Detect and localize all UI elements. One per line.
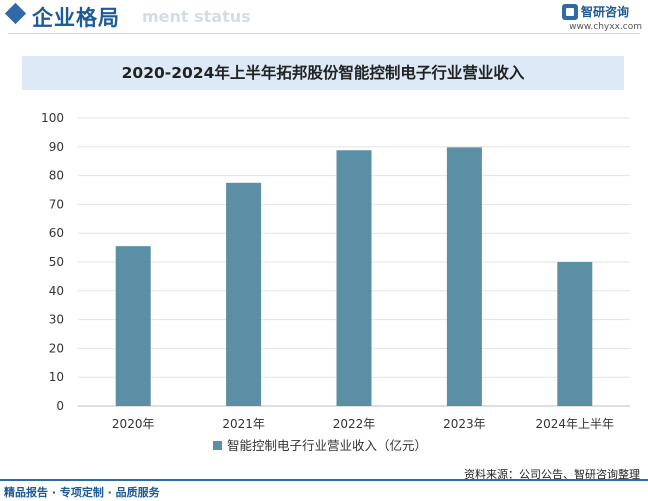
y-tick-label: 20 <box>49 341 64 355</box>
bar <box>115 246 151 406</box>
x-tick-label: 2023年 <box>443 417 486 431</box>
logo-url: www.chyxx.com <box>569 22 642 32</box>
y-tick-label: 90 <box>49 140 64 154</box>
legend-label: 智能控制电子行业营业收入（亿元） <box>227 438 427 453</box>
chart-title: 2020-2024年上半年拓邦股份智能控制电子行业营业收入 <box>22 56 624 90</box>
y-tick-label: 30 <box>49 313 64 327</box>
y-tick-label: 40 <box>49 284 64 298</box>
bar <box>557 262 593 406</box>
logo-icon <box>562 4 578 20</box>
y-tick-label: 70 <box>49 197 64 211</box>
logo-name: 智研咨询 <box>581 5 630 19</box>
bar <box>226 182 262 406</box>
source-note: 资料来源：公司公告、智研咨询整理 <box>464 468 640 481</box>
y-tick-label: 50 <box>49 255 64 269</box>
header-divider <box>8 33 640 34</box>
x-tick-label: 2020年 <box>112 417 155 431</box>
header-bar: 企业格局 ment status <box>0 0 648 40</box>
brand-logo: 智研咨询 www.chyxx.com <box>562 3 644 35</box>
section-subtitle: ment status <box>142 7 251 26</box>
y-tick-label: 100 <box>41 111 64 125</box>
y-tick-label: 0 <box>56 399 64 413</box>
footer-slogan: 精品报告 · 专项定制 · 品质服务 <box>4 486 160 499</box>
bar <box>336 150 372 406</box>
legend-swatch <box>213 441 222 450</box>
x-tick-label: 2021年 <box>222 417 265 431</box>
x-tick-label: 2022年 <box>333 417 376 431</box>
y-tick-label: 10 <box>49 370 64 384</box>
y-tick-label: 60 <box>49 226 64 240</box>
section-title: 企业格局 <box>32 6 120 30</box>
bar <box>446 147 482 406</box>
x-tick-label: 2024年上半年 <box>536 417 615 431</box>
footer-divider <box>0 479 648 481</box>
y-tick-label: 80 <box>49 169 64 183</box>
